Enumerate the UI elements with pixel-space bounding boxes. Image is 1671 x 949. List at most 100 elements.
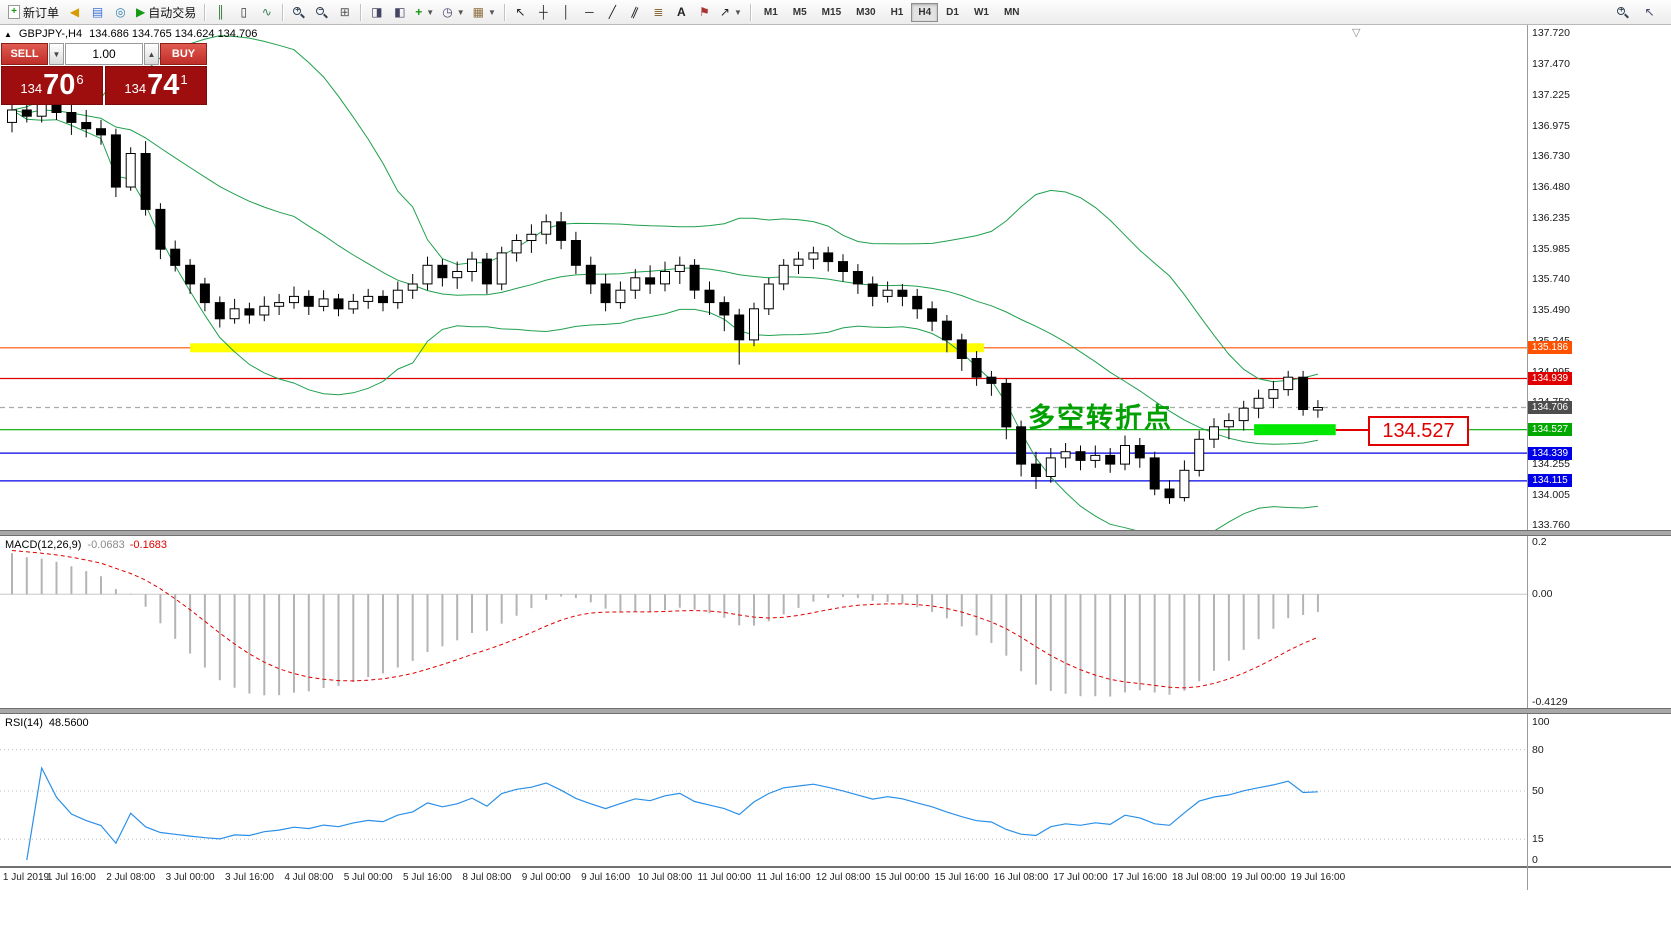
panel-splitter[interactable] xyxy=(0,708,1671,714)
time-axis-label: 19 Jul 16:00 xyxy=(1290,872,1346,883)
search-icon: + xyxy=(1616,5,1629,19)
chart-shift-icon: ◧ xyxy=(394,5,406,19)
template-icon: ▦ xyxy=(472,5,484,19)
price-tag: 134.339 xyxy=(1528,446,1572,460)
trendline-button[interactable]: ╱ xyxy=(601,2,624,23)
main-price-chart[interactable] xyxy=(0,25,1527,530)
rsi-indicator-panel[interactable] xyxy=(0,714,1527,866)
timeframe-button-h1[interactable]: H1 xyxy=(884,3,911,22)
candlestick-chart-button[interactable]: ▯ xyxy=(232,2,255,23)
timeframe-button-m5[interactable]: M5 xyxy=(786,3,814,22)
rsi-axis-label: 0 xyxy=(1532,854,1538,866)
time-axis-label: 17 Jul 00:00 xyxy=(1053,872,1108,883)
rsi-name: RSI(14) xyxy=(5,717,43,729)
templates-button[interactable]: ▦ ▼ xyxy=(469,2,500,23)
buy-price-main: 134 xyxy=(124,81,147,96)
horn-button[interactable]: ◀ xyxy=(63,2,86,23)
autotrading-button[interactable]: ▶ 自动交易 xyxy=(132,2,200,23)
toolbar-separator xyxy=(204,3,206,21)
text-button[interactable]: A xyxy=(670,2,693,23)
pointer-icon: ↖ xyxy=(1644,5,1655,19)
timeframe-button-m15[interactable]: M15 xyxy=(815,3,848,22)
macd-signal-value: -0.1683 xyxy=(129,539,168,551)
timeframe-button-mn[interactable]: MN xyxy=(997,3,1027,22)
time-axis-label: 3 Jul 16:00 xyxy=(224,872,274,883)
zoom-out-button[interactable]: − xyxy=(310,2,333,23)
zoom-in-button[interactable]: + xyxy=(287,2,310,23)
timeframe-button-d1[interactable]: D1 xyxy=(939,3,966,22)
volume-input[interactable]: 1.00 xyxy=(65,43,143,65)
globe-icon: ◎ xyxy=(115,5,126,19)
price-axis-label: 136.730 xyxy=(1532,150,1570,162)
fibonacci-button[interactable]: ≣ xyxy=(647,2,670,23)
price-axis-label: 135.740 xyxy=(1532,273,1570,285)
timeframe-button-m30[interactable]: M30 xyxy=(849,3,882,22)
play-icon: ▶ xyxy=(136,5,146,19)
rsi-axis-label: 100 xyxy=(1532,716,1550,728)
price-axis-label: 137.470 xyxy=(1532,58,1570,71)
panel-splitter[interactable] xyxy=(0,530,1671,536)
time-axis-label: 17 Jul 16:00 xyxy=(1112,872,1168,883)
sell-price-main: 134 xyxy=(20,81,43,96)
sell-button[interactable]: SELL xyxy=(1,43,48,65)
new-order-button[interactable]: + 新订单 xyxy=(4,2,63,23)
timeframe-button-w1[interactable]: W1 xyxy=(967,3,996,22)
macd-value: -0.0683 xyxy=(87,539,125,551)
crosshair-button[interactable]: ┼ xyxy=(532,2,555,23)
time-axis-label: 2 Jul 08:00 xyxy=(106,872,156,883)
chevron-down-icon: ▼ xyxy=(426,7,435,17)
macd-axis-label: 0.00 xyxy=(1532,588,1553,601)
chart-shift-button[interactable]: ◧ xyxy=(388,2,411,23)
price-axis-label: 136.975 xyxy=(1532,119,1570,132)
price-axis-label: 136.235 xyxy=(1532,211,1570,224)
callout-connector-line xyxy=(1336,429,1368,431)
buy-price-display[interactable]: 134 74 1 xyxy=(105,66,207,105)
price-callout-box[interactable]: 134.527 xyxy=(1368,416,1469,446)
arrows-button[interactable]: ↗ ▼ xyxy=(716,2,746,23)
text-label-button[interactable]: ⚑ xyxy=(693,2,716,23)
vertical-line-button[interactable]: │ xyxy=(555,2,578,23)
price-axis-border xyxy=(1527,25,1528,890)
trendline-icon: ╱ xyxy=(608,5,616,19)
chart-shift-marker-icon[interactable]: ▽ xyxy=(1352,27,1361,39)
macd-axis-label: -0.4129 xyxy=(1532,696,1568,708)
buy-button[interactable]: BUY xyxy=(160,43,207,65)
market-watch-button[interactable]: ▤ xyxy=(86,2,109,23)
channel-button[interactable]: ∥ xyxy=(624,2,647,23)
macd-indicator-panel[interactable] xyxy=(0,536,1527,708)
price-axis-label: 133.760 xyxy=(1532,519,1570,531)
volume-increase-button[interactable]: ▲ xyxy=(144,43,159,65)
timeframe-toolbar: M1 M5 M15 M30 H1 H4 D1 W1 MN xyxy=(757,2,1027,22)
channel-icon: ∥ xyxy=(629,4,641,20)
fibonacci-icon: ≣ xyxy=(653,5,664,19)
turning-point-annotation[interactable]: 多空转折点 xyxy=(1028,403,1173,433)
search-button[interactable]: + xyxy=(1611,2,1634,23)
one-click-toggle-icon[interactable]: ▲ xyxy=(4,29,12,39)
timeframe-button-h4[interactable]: H4 xyxy=(911,2,939,22)
timeframe-button-m1[interactable]: M1 xyxy=(757,3,785,22)
price-axis-label: 134.005 xyxy=(1532,488,1570,501)
indicators-button[interactable]: + ▼ xyxy=(411,2,438,23)
bar-chart-button[interactable]: ║ xyxy=(209,2,232,23)
community-button[interactable]: ◎ xyxy=(109,2,132,23)
time-axis[interactable]: 1 Jul 2019 1 Jul 16:00 2 Jul 08:00 3 Jul 00… xyxy=(0,866,1671,894)
sell-price-display[interactable]: 134 70 6 xyxy=(1,66,103,105)
volume-dropdown-button[interactable]: ▼ xyxy=(49,43,64,65)
toolbar-separator xyxy=(503,3,505,21)
rsi-axis-label: 15 xyxy=(1532,833,1544,846)
line-chart-button[interactable]: ∿ xyxy=(255,2,278,23)
pointer-tool-button[interactable]: ↖ xyxy=(1638,2,1661,23)
periods-button[interactable]: ◷ ▼ xyxy=(438,2,468,23)
autoscroll-button[interactable]: ◨ xyxy=(365,2,388,23)
chevron-down-icon: ▼ xyxy=(733,7,742,17)
toolbar-right-group: + ↖ xyxy=(1611,2,1667,23)
sell-price-sup: 6 xyxy=(76,72,84,87)
cursor-button[interactable]: ↖ xyxy=(509,2,532,23)
tile-windows-button[interactable]: ⊞ xyxy=(333,2,356,23)
price-tag: 134.706 xyxy=(1528,400,1572,414)
autotrading-label: 自动交易 xyxy=(148,5,197,20)
tile-windows-icon: ⊞ xyxy=(339,5,350,19)
horizontal-line-button[interactable]: ─ xyxy=(578,2,601,23)
macd-label: MACD(12,26,9) -0.0683 -0.1683 xyxy=(5,539,167,551)
